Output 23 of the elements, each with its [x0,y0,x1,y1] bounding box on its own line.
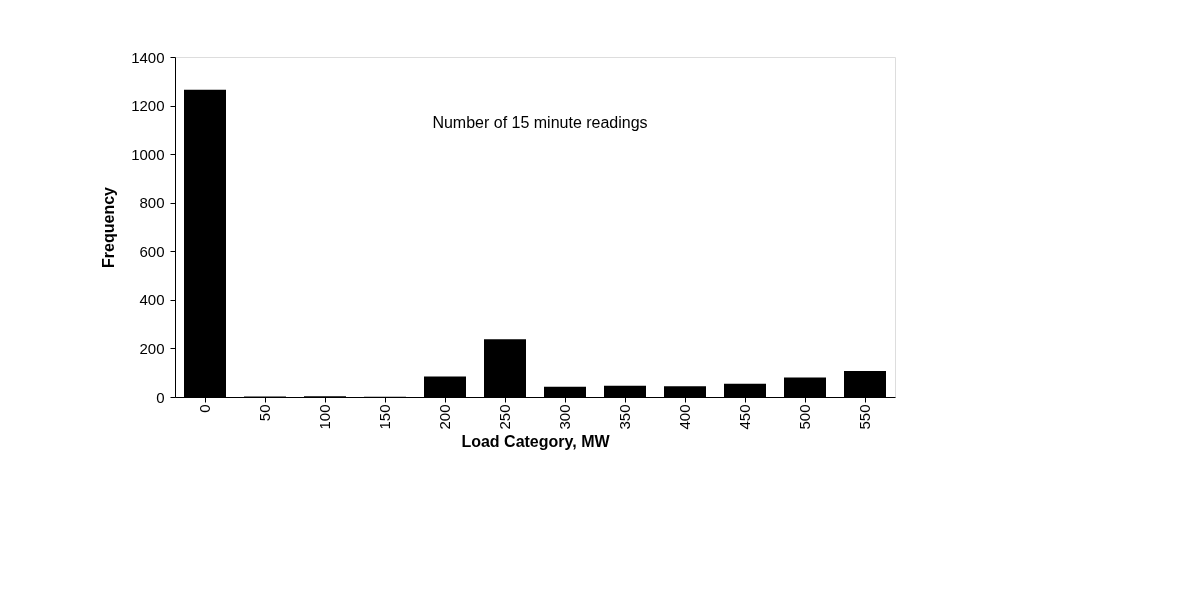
x-tick-label: 150 [376,404,393,430]
x-tick-label: 0 [196,404,213,413]
y-tick-label: 1200 [131,97,165,115]
x-axis-title: Load Category, MW [461,432,611,450]
x-tick-label: 100 [316,404,333,430]
x-tick-label: 50 [256,404,273,422]
x-tick-label: 550 [856,404,873,430]
x-tick-label: 250 [496,404,513,430]
annotation: Number of 15 minute readings [432,114,648,131]
x-tick-label: 350 [616,404,633,430]
y-tick-label: 600 [139,242,165,260]
x-tick-label: 500 [796,404,813,430]
y-tick-label: 200 [139,339,165,357]
y-tick-label: 0 [156,388,165,406]
y-tick-label: 800 [139,194,165,212]
y-tick-label: 1400 [131,48,165,66]
y-tick-label: 400 [139,291,165,309]
x-tick-label: 300 [556,404,573,430]
x-tick-label: 400 [676,404,693,430]
y-axis-title: Frequency [100,186,118,268]
x-tick-label: 450 [736,404,753,430]
y-tick-label: 1000 [131,145,165,163]
x-tick-label: 200 [436,404,453,430]
